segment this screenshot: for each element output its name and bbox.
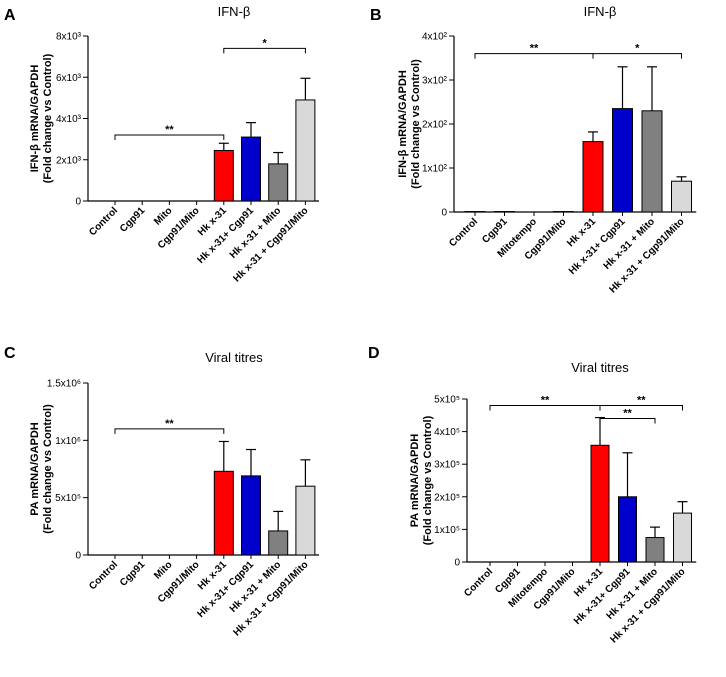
significance-bracket <box>223 47 306 54</box>
y-tick-label: 1x10⁵ <box>434 525 460 536</box>
bar <box>268 163 289 202</box>
y-axis-label: IFN-β mRNA/GAPDH(Fold change vs Control) <box>397 59 422 189</box>
y-tick-label: 2x10⁵ <box>434 492 460 503</box>
bar <box>241 136 261 202</box>
bar <box>213 149 234 202</box>
y-tick-label: 8x10³ <box>56 32 82 43</box>
y-axis-label-line1: PA mRNA/GAPDH <box>29 422 41 516</box>
bar <box>268 530 289 556</box>
category-label: Mito <box>152 559 174 581</box>
chart-title: Viral titres <box>571 360 629 375</box>
y-tick-label: 3x10⁵ <box>434 460 460 471</box>
bar <box>641 110 663 213</box>
category-label: Cgp91 <box>118 205 148 235</box>
bar <box>295 99 316 202</box>
bar <box>213 470 234 556</box>
bar <box>618 496 637 563</box>
bar <box>295 485 316 556</box>
significance-label: ** <box>637 395 646 407</box>
y-tick-label: 2x10² <box>422 120 448 131</box>
category-label: Control <box>87 559 120 592</box>
bar <box>590 444 610 563</box>
y-axis-label: IFN-β mRNA/GAPDH(Fold change vs Control) <box>29 53 54 183</box>
y-axis-label-line1: PA mRNA/GAPDH <box>409 434 421 528</box>
y-tick-label: 2x10³ <box>56 155 82 166</box>
y-tick-label: 4x10³ <box>56 114 82 125</box>
y-tick-label: 0 <box>75 551 81 562</box>
significance-bracket <box>114 134 225 140</box>
y-tick-label: 0 <box>454 558 460 569</box>
y-axis-label-line2: (Fold change vs Control) <box>422 415 434 545</box>
category-label: Cgp91 <box>118 559 148 589</box>
significance-label: ** <box>165 418 174 430</box>
significance-label: * <box>635 43 640 55</box>
y-tick-label: 4x10² <box>422 32 448 43</box>
category-label: Hk x-31 + Mito <box>602 216 658 272</box>
y-axis-label-line1: IFN-β mRNA/GAPDH <box>29 65 41 173</box>
bar <box>241 475 261 556</box>
y-axis-label: PA mRNA/GAPDH(Fold change vs Control) <box>29 404 54 534</box>
bar <box>612 108 633 213</box>
bar <box>671 180 692 213</box>
y-tick-label: 3x10² <box>422 76 448 87</box>
panel-c: C Viral titres PA mRNA/GAPDH(Fold change v… <box>4 345 319 638</box>
significance-bracket <box>599 418 656 424</box>
bar <box>645 537 665 563</box>
panel-letter: D <box>368 345 380 362</box>
y-tick-label: 6x10³ <box>56 73 82 84</box>
panel-letter: B <box>370 7 382 24</box>
category-label: Control <box>462 566 495 599</box>
bar <box>673 512 692 563</box>
category-label: Mito <box>152 205 174 227</box>
significance-bracket <box>599 405 683 411</box>
panel-letter: A <box>4 7 16 24</box>
chart-title: IFN-β <box>218 4 251 19</box>
category-label: Control <box>447 216 480 249</box>
significance-bracket <box>592 53 682 59</box>
y-tick-label: 5x10⁵ <box>55 493 81 504</box>
significance-label: ** <box>623 408 632 420</box>
panel-d: D Viral titres PA mRNA/GAPDH(Fold change v… <box>368 345 697 645</box>
significance-label: ** <box>165 124 174 136</box>
y-tick-label: 1x10⁶ <box>55 436 81 447</box>
significance-label: ** <box>530 43 539 55</box>
y-tick-label: 1.5x10⁶ <box>47 379 81 390</box>
category-label: Control <box>87 205 120 238</box>
y-tick-label: 5x10⁵ <box>434 395 460 406</box>
chart-title: Viral titres <box>205 350 263 365</box>
y-axis-label-line2: (Fold change vs Control) <box>410 59 422 189</box>
y-tick-label: 4x10⁵ <box>434 427 460 438</box>
y-axis-label-line2: (Fold change vs Control) <box>42 53 54 183</box>
chart-title: IFN-β <box>584 4 617 19</box>
y-axis-label: PA mRNA/GAPDH(Fold change vs Control) <box>409 415 434 545</box>
panel-a: A IFN-β IFN-β mRNA/GAPDH(Fold change vs Co… <box>4 4 319 284</box>
y-tick-label: 1x10² <box>422 164 448 175</box>
y-axis-label-line2: (Fold change vs Control) <box>42 404 54 534</box>
y-tick-label: 0 <box>75 197 81 208</box>
significance-bracket <box>114 428 225 434</box>
significance-label: ** <box>541 395 550 407</box>
y-tick-label: 0 <box>441 208 447 219</box>
y-axis-label-line1: IFN-β mRNA/GAPDH <box>397 70 409 178</box>
panel-b: B IFN-β IFN-β mRNA/GAPDH(Fold change vs Co… <box>370 4 697 295</box>
panel-letter: C <box>4 345 16 362</box>
significance-label: * <box>262 37 267 49</box>
bar <box>582 141 604 213</box>
